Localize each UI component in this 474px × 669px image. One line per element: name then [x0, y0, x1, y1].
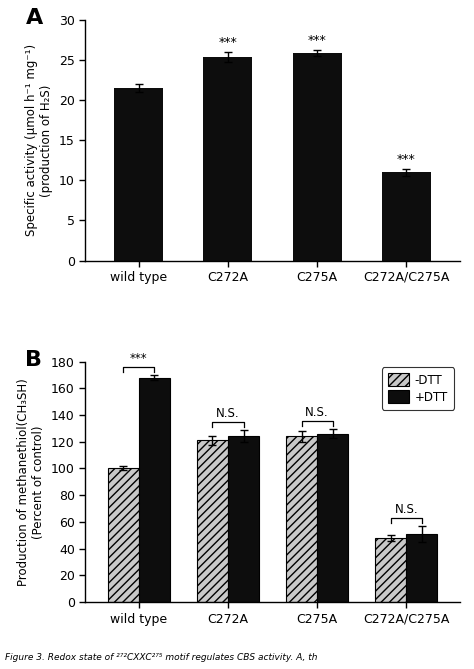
Bar: [406, 534, 438, 602]
Legend: -DTT, +DTT: -DTT, +DTT: [382, 367, 454, 409]
Bar: [114, 88, 164, 261]
Text: Figure 3. Redox state of ²⁷²CXXC²⁷⁵ motif regulates CBS activity. A, th: Figure 3. Redox state of ²⁷²CXXC²⁷⁵ moti…: [5, 654, 317, 662]
Text: ***: ***: [397, 153, 416, 166]
Text: ***: ***: [219, 36, 237, 49]
Text: N.S.: N.S.: [394, 503, 418, 516]
Bar: [292, 53, 342, 261]
Bar: [108, 468, 139, 602]
Bar: [197, 440, 228, 602]
Bar: [286, 436, 317, 602]
Text: A: A: [26, 8, 43, 28]
Text: ***: ***: [130, 352, 147, 365]
Bar: [317, 434, 348, 602]
Text: N.S.: N.S.: [216, 407, 240, 420]
Bar: [382, 173, 431, 261]
Y-axis label: Production of methanethiol(CH₃SH)
(Percent of control): Production of methanethiol(CH₃SH) (Perce…: [18, 378, 46, 586]
Text: N.S.: N.S.: [305, 406, 329, 419]
Bar: [228, 436, 259, 602]
Text: ***: ***: [308, 33, 327, 47]
Bar: [203, 57, 253, 261]
Text: B: B: [26, 350, 42, 369]
Bar: [139, 377, 170, 602]
Y-axis label: Specific activity (μmol h⁻¹ mg⁻¹)
(production of H₂S): Specific activity (μmol h⁻¹ mg⁻¹) (produ…: [26, 44, 54, 236]
Bar: [375, 538, 406, 602]
